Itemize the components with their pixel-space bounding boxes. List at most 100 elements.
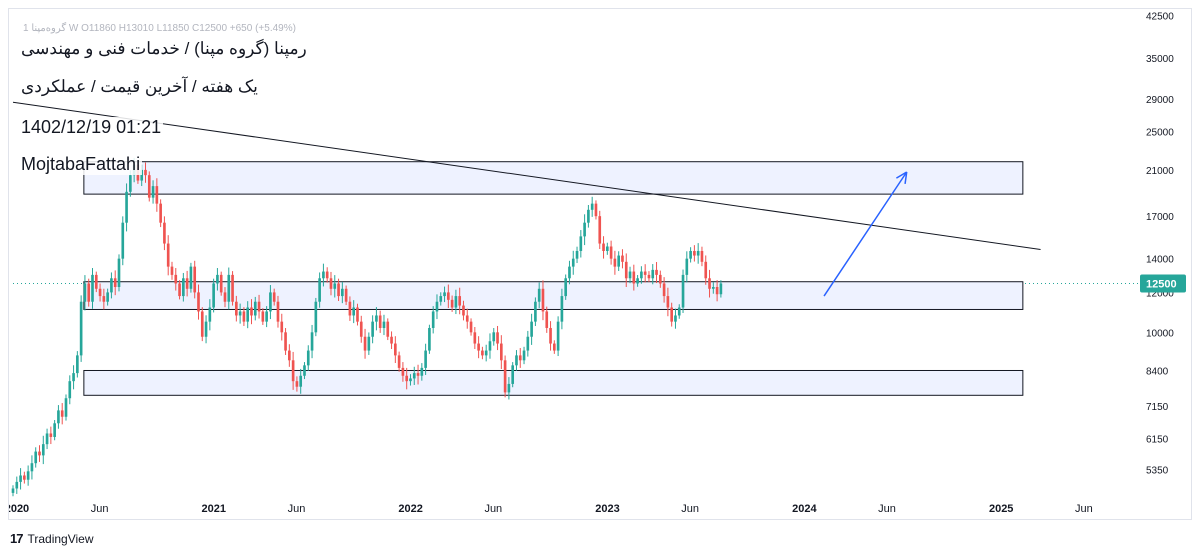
candle-body xyxy=(640,271,643,279)
candle-body xyxy=(405,375,409,382)
candle-body xyxy=(598,216,602,244)
candle-body xyxy=(549,327,552,344)
y-tick-label: 6150 xyxy=(1146,435,1169,446)
candle-body xyxy=(166,243,170,267)
candle-body xyxy=(246,307,250,322)
candle-body xyxy=(265,311,268,322)
candle-body xyxy=(38,451,41,456)
ohlc-legend: 1 گروه‌مپنا W O11860 H13010 L11850 C1250… xyxy=(23,23,296,34)
candle-body xyxy=(303,365,306,376)
candle-body xyxy=(469,321,473,333)
candle-body xyxy=(91,274,94,302)
candle-body xyxy=(197,292,200,312)
candle-body xyxy=(545,311,549,328)
candle-body xyxy=(185,278,189,289)
candle-body xyxy=(526,336,530,351)
candle-body xyxy=(257,301,261,312)
candle-body xyxy=(428,327,431,351)
candle-body xyxy=(500,343,503,361)
candle-body xyxy=(458,296,462,306)
candle-body xyxy=(662,283,666,297)
candle-body xyxy=(409,378,412,382)
candle-body xyxy=(238,311,242,316)
candle-body xyxy=(68,381,72,399)
trendline[interactable] xyxy=(12,101,1041,250)
y-tick-label: 35000 xyxy=(1146,54,1174,65)
candle-body xyxy=(636,278,639,284)
time-axis: 2020 Jun 2021 Jun 2022 Jun 2023 Jun 2024 Jun 2025 J… xyxy=(9,503,1093,515)
symbol-subtitle: یک هفته / آخرین قیمت / عملکردی xyxy=(19,77,260,97)
candle-body xyxy=(11,488,15,493)
candle-body xyxy=(632,271,636,284)
candle-body xyxy=(76,355,79,374)
candle-body xyxy=(306,350,310,366)
candle-body xyxy=(15,481,19,489)
tradingview-brand[interactable]: 17 TradingView xyxy=(10,531,94,546)
candle-body xyxy=(447,292,450,300)
candle-body xyxy=(45,433,49,445)
x-tick-label: 2024 xyxy=(792,503,817,515)
candle-body xyxy=(647,274,651,279)
candle-body xyxy=(219,274,223,293)
candle-body xyxy=(359,321,363,337)
snapshot-datetime: 1402/12/19 01:21 xyxy=(19,117,164,138)
candle-body xyxy=(515,355,518,366)
candle-body xyxy=(424,350,427,368)
candle-body xyxy=(144,169,147,176)
candle-body xyxy=(356,307,359,322)
y-tick-label: 25000 xyxy=(1146,128,1174,139)
support-resistance-zone[interactable] xyxy=(83,161,1024,195)
y-tick-label: 21000 xyxy=(1146,166,1174,177)
candle-body xyxy=(291,360,295,382)
candle-body xyxy=(477,343,480,351)
candle-body xyxy=(643,271,647,275)
y-tick-label: 42500 xyxy=(1146,12,1174,23)
candle-body xyxy=(49,433,53,437)
candle-body xyxy=(401,367,405,376)
x-tick-label: 2022 xyxy=(398,503,422,515)
candle-body xyxy=(163,222,166,244)
candle-body xyxy=(212,283,215,308)
candle-body xyxy=(333,283,337,289)
candle-body xyxy=(288,350,291,361)
candle-body xyxy=(587,209,590,223)
support-resistance-zone[interactable] xyxy=(83,369,1024,396)
candle-body xyxy=(337,283,340,297)
candle-body xyxy=(325,271,329,279)
candle-body xyxy=(322,271,325,279)
x-tick-label: Jun xyxy=(288,503,306,515)
candle-body xyxy=(564,278,568,297)
candle-body xyxy=(473,332,477,344)
x-tick-label: 2020 xyxy=(9,503,29,515)
candle-body xyxy=(552,343,556,351)
candle-body xyxy=(378,315,382,328)
candle-body xyxy=(295,381,299,387)
candle-body xyxy=(522,350,526,361)
candle-body xyxy=(704,261,708,279)
candle-body xyxy=(189,266,193,289)
candle-body xyxy=(314,301,318,333)
candle-body xyxy=(571,258,575,267)
x-tick-label: Jun xyxy=(681,503,699,515)
candle-body xyxy=(496,332,499,344)
candle-body xyxy=(394,343,397,356)
candle-body xyxy=(284,332,287,351)
candle-body xyxy=(174,274,178,284)
candle-body xyxy=(64,398,68,417)
candle-body xyxy=(367,336,371,351)
candle-body xyxy=(454,296,458,308)
candle-body xyxy=(507,383,511,393)
candle-body xyxy=(674,315,677,322)
chart-canvas[interactable]: 5350 6150 7150 8400 10000 12000 14000 17000 2100… xyxy=(9,9,1193,521)
candles-layer xyxy=(11,157,723,497)
candle-body xyxy=(530,321,533,337)
candle-body xyxy=(715,287,719,295)
candle-body xyxy=(26,471,30,480)
candle-body xyxy=(503,360,507,393)
candle-body xyxy=(200,311,204,337)
candle-body xyxy=(299,375,303,387)
projection-arrow[interactable] xyxy=(823,171,908,297)
candle-body xyxy=(151,186,155,198)
candle-body xyxy=(711,287,715,289)
candle-body xyxy=(719,283,723,295)
